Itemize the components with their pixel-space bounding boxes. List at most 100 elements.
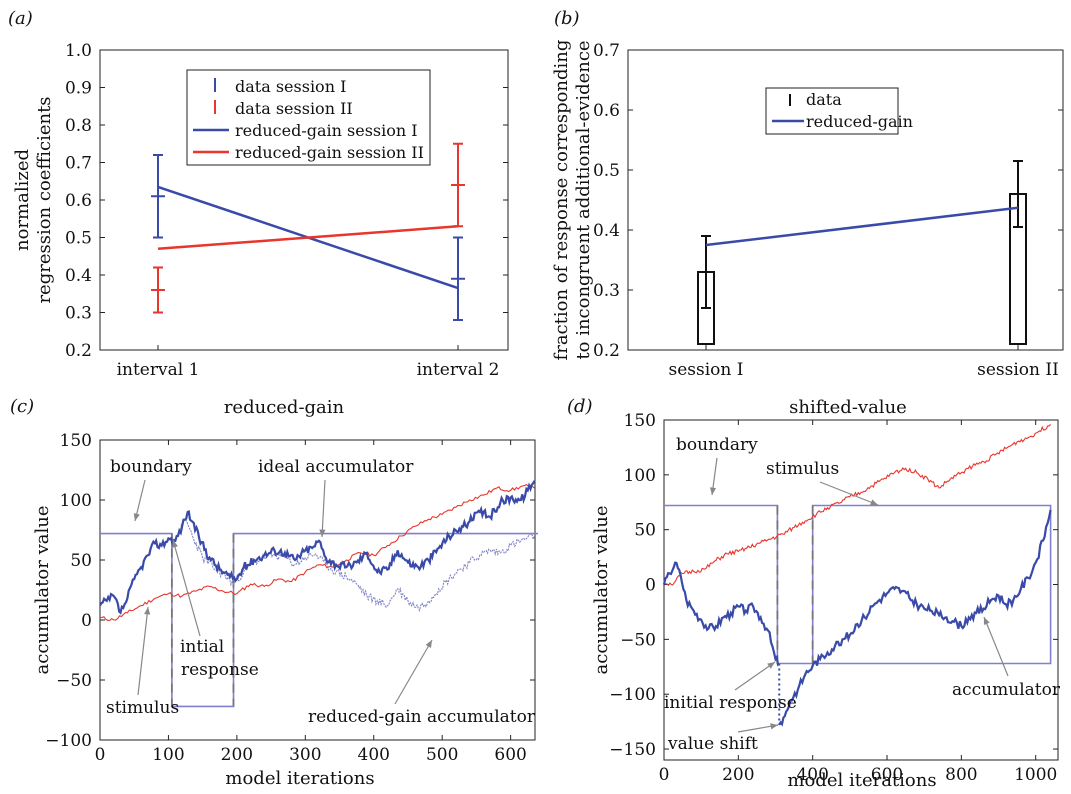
y-tick-label: 0.3 (593, 281, 620, 301)
axes-box (663, 419, 1059, 761)
y-tick-label: 0.3 (65, 304, 92, 324)
arrow-reduced-gain (394, 639, 433, 705)
x-tick-label: 400 (358, 745, 390, 765)
y-tick-label: −50 (620, 630, 656, 650)
x-tick-label: 600 (494, 745, 526, 765)
x-tick-label: 200 (722, 765, 754, 785)
y-tick-label: 0.2 (65, 341, 92, 361)
y-tick-label: 0 (81, 611, 92, 631)
legend-label: reduced-gain (806, 112, 913, 131)
x-tick-label: session II (977, 360, 1059, 380)
panel-label-c: (c) (10, 396, 34, 417)
arrow-accumulator (983, 616, 1009, 677)
y-axis-title-line: regression coefficients (34, 96, 55, 303)
y-tick-label: 0.6 (65, 191, 92, 211)
y-axis-title: normalizedregression coefficients (12, 96, 55, 303)
arrow-stimulus (137, 606, 149, 696)
boundary-line (664, 504, 1052, 665)
arrow-stimulus (819, 481, 879, 506)
boundary-line (100, 532, 538, 708)
x-tick-label: interval 1 (117, 360, 200, 380)
x-tick-label: 300 (289, 745, 321, 765)
arrow-boundary-head (133, 513, 140, 521)
axes-box (627, 49, 1064, 351)
y-tick-label: 50 (70, 551, 92, 571)
y-tick-label: 0 (645, 576, 656, 596)
model-line (705, 206, 1019, 247)
y-tick-label: 0.4 (65, 266, 92, 286)
y-tick-label: 0.2 (593, 341, 620, 361)
x-tick-label: 0 (95, 745, 106, 765)
annotation-accumulator: accumulator (952, 680, 1061, 700)
legend-label: data session II (235, 99, 353, 118)
x-tick-label: interval 2 (417, 360, 500, 380)
legend-box (765, 87, 899, 135)
stimulus-line (663, 424, 1052, 587)
arrow-reduced-gain-head (425, 640, 432, 648)
y-axis-title: accumulator value (32, 506, 53, 675)
x-axis-title: reduced-gain (224, 397, 345, 418)
arrow-initial-response-head (767, 662, 775, 669)
panel-label-a: (a) (8, 8, 33, 29)
x-tick-label: 200 (221, 745, 253, 765)
arrow-boundary-head (709, 487, 717, 495)
annotation-initial: intial (180, 637, 224, 657)
accumulator-line (662, 561, 780, 667)
arrow-stimulus-head (870, 499, 878, 506)
annotation-boundary: boundary (676, 435, 758, 455)
y-tick-label: 1.0 (65, 41, 92, 61)
x-axis-title: shifted-value (789, 397, 907, 418)
arrow-initial-response-head (171, 540, 178, 548)
x-axis-title: model iterations (787, 770, 936, 791)
stimulus-line (99, 483, 535, 621)
ideal-accumulator-line (99, 480, 536, 615)
y-tick-label: −100 (45, 731, 92, 751)
arrow-ideal-accumulator (321, 479, 326, 538)
y-tick-label: 0.5 (593, 161, 620, 181)
model-line-2 (157, 225, 459, 251)
x-tick-label: 100 (152, 745, 184, 765)
y-tick-label: −50 (56, 671, 92, 691)
arrow-initial-response (172, 539, 201, 637)
y-axis-title-line: to incongruent additional-evidence (573, 40, 594, 359)
annotation-ideal-accumulator: ideal accumulator (258, 457, 414, 477)
x-tick-label: 0 (659, 765, 670, 785)
x-tick-label: 500 (426, 745, 458, 765)
accumulator-after-shift-line (778, 509, 1052, 727)
arrow-initial-response (734, 661, 776, 691)
annotation-reduced-gain-accumulator: reduced-gain accumulator (308, 707, 536, 727)
legend-label: reduced-gain session II (235, 143, 424, 162)
arrow-stimulus-head (144, 607, 151, 615)
axes-box (99, 439, 536, 741)
y-tick-label: 0.7 (65, 154, 92, 174)
legend-box (186, 69, 431, 166)
x-tick-label: 600 (871, 765, 903, 785)
y-tick-label: 0.8 (65, 116, 92, 136)
y-tick-label: 0.7 (593, 41, 620, 61)
y-tick-label: −150 (609, 740, 656, 760)
x-tick-label: 400 (796, 765, 828, 785)
x-tick-label: session I (669, 360, 744, 380)
arrow-ideal-accumulator-head (319, 529, 326, 537)
y-axis-title: accumulator value (591, 506, 612, 675)
y-tick-label: 150 (60, 431, 92, 451)
y-tick-label: −100 (609, 685, 656, 705)
annotation-stimulus: stimulus (106, 698, 179, 718)
arrow-accumulator-head (983, 617, 990, 625)
panel-label-d: (d) (567, 396, 593, 417)
y-tick-label: 0.9 (65, 79, 92, 99)
annotation-value-shift: value shift (667, 734, 758, 754)
legend-label: data (806, 90, 842, 109)
y-axis-title-line: normalized (12, 149, 33, 251)
legend-label: reduced-gain session I (235, 121, 418, 140)
annotation-response: response (181, 660, 259, 680)
x-axis-title: model iterations (225, 768, 374, 789)
y-tick-label: 150 (624, 411, 656, 431)
y-axis-title-line: fraction of response corresponding (551, 40, 572, 361)
annotation-stimulus: stimulus (766, 459, 839, 479)
y-tick-label: 0.6 (593, 101, 620, 121)
y-tick-label: 100 (60, 491, 92, 511)
y-axis-title: fraction of response correspondingto inc… (551, 40, 594, 361)
annotation-initial-response: initial response (664, 693, 797, 713)
